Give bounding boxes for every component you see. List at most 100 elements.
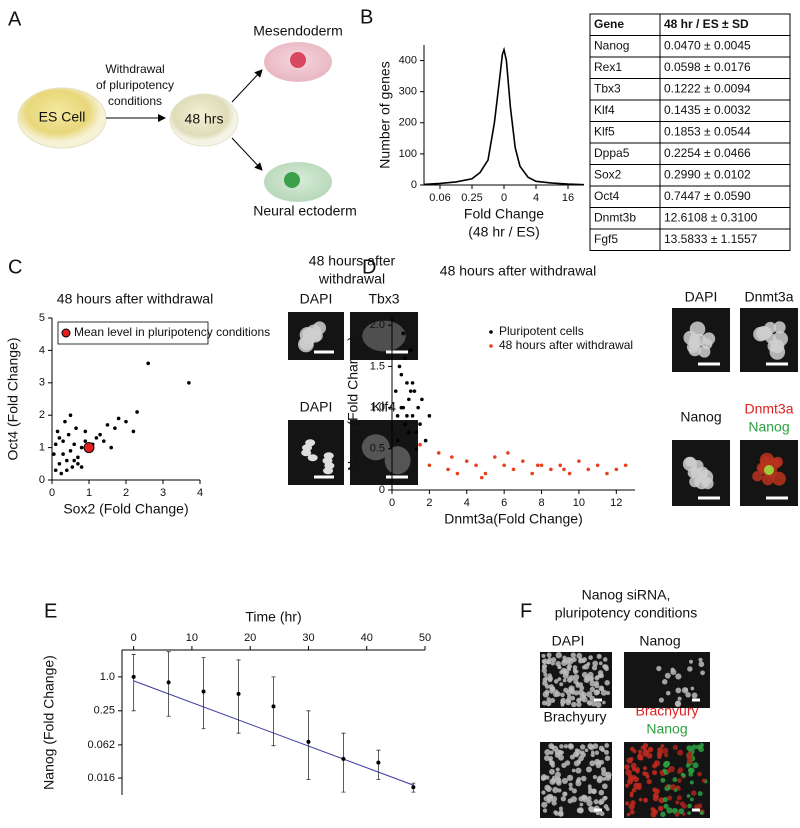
cell-dot: [676, 795, 682, 801]
image-label: Dnmt3a: [744, 289, 793, 305]
cell-dot: [550, 697, 556, 704]
cell-dot: [632, 775, 637, 780]
point: [65, 468, 69, 473]
point: [605, 471, 609, 476]
nucleus-blob: [302, 327, 316, 342]
cell-dot: [554, 811, 560, 816]
y-tick-label: 2.0: [370, 319, 385, 331]
error-bar: [131, 654, 136, 712]
cell-dot: [562, 678, 567, 683]
cell-dot: [595, 701, 602, 708]
nucleus-blob: [702, 332, 716, 346]
cell-dot: [541, 659, 547, 664]
cell-dot: [575, 778, 580, 784]
cell-dot: [601, 783, 608, 790]
point: [567, 471, 572, 476]
table-cell: Tbx3: [594, 81, 621, 95]
cell-dot: [700, 670, 705, 676]
cell-dot: [630, 800, 636, 806]
cell-dot: [632, 749, 637, 754]
point: [131, 429, 136, 434]
point: [66, 432, 71, 437]
image-title: pluripotency conditions: [555, 605, 697, 621]
point: [98, 432, 102, 437]
point: [405, 414, 409, 418]
cell-dot: [544, 749, 551, 756]
point: [59, 471, 64, 476]
table-cell: 0.1853 ± 0.0544: [664, 124, 751, 138]
point: [549, 467, 553, 472]
y-tick-label: 2: [39, 409, 45, 421]
cell-dot: [591, 665, 598, 671]
cell-dot: [642, 747, 648, 752]
x-tick-label: 0.25: [461, 192, 482, 204]
cell-dot: [578, 682, 584, 687]
point: [131, 674, 136, 679]
table-cell: Klf5: [594, 124, 615, 138]
cell-dot: [590, 700, 597, 707]
node-label: Mesendoderm: [253, 23, 343, 39]
cell-dot: [581, 665, 587, 670]
cell-dot: [560, 703, 565, 707]
cell-dot: [551, 657, 557, 663]
cell-dot: [551, 796, 558, 802]
node-label: Neural ectoderm: [253, 203, 357, 219]
cell-dot: [661, 679, 668, 685]
point: [506, 451, 510, 455]
point: [539, 463, 544, 468]
point: [416, 405, 420, 410]
cell-dot: [588, 655, 593, 660]
cell-dot: [546, 652, 552, 658]
image-title: 48 hours after: [309, 253, 396, 269]
point: [68, 449, 73, 453]
cell-dot: [691, 744, 697, 750]
image-label: Nanog: [680, 409, 721, 425]
cell-dot: [653, 760, 661, 767]
cell-dot: [547, 659, 552, 664]
x-tick-label: 10: [186, 632, 198, 644]
x-tick-label: 0.06: [429, 192, 450, 204]
cell-dot: [626, 757, 633, 764]
table-cell: 13.5833 ± 1.1557: [664, 232, 758, 246]
x-tick-label: 12: [610, 497, 622, 509]
cell-dot: [598, 661, 603, 666]
point: [436, 451, 441, 455]
panel-label: F: [520, 600, 532, 622]
cell-dot: [579, 802, 584, 807]
image-label: DAPI: [300, 399, 333, 415]
error-bar: [236, 659, 241, 734]
cell-dot: [595, 811, 601, 816]
point: [74, 426, 78, 430]
point: [271, 704, 276, 709]
cell-dot: [549, 778, 556, 785]
y-tick-label: 400: [399, 54, 417, 66]
point: [68, 413, 73, 418]
nucleus-blob: [772, 331, 788, 347]
cell-dot: [543, 755, 550, 762]
cell-dot: [697, 791, 703, 797]
nucleus-blob: [772, 456, 784, 468]
cell-dot: [590, 752, 595, 758]
error-bar: [341, 732, 346, 793]
cell-dot: [596, 653, 602, 659]
cell-dot: [560, 667, 567, 674]
x-tick-label: 2: [426, 497, 432, 509]
point: [562, 467, 566, 472]
cell-dot: [541, 653, 546, 658]
y-tick-label: 200: [399, 117, 417, 129]
table-cell: 0.0470 ± 0.0045: [664, 38, 751, 52]
y-axis-label: Nanog (Fold Change): [345, 336, 361, 471]
point: [577, 459, 581, 463]
point: [401, 331, 406, 336]
y-tick-label: 100: [399, 148, 417, 160]
legend-marker: [61, 328, 71, 338]
cell-dot: [691, 790, 697, 796]
cell-dot: [689, 797, 694, 802]
y-tick-label: 5: [39, 312, 45, 324]
cell-dot: [699, 810, 704, 815]
point: [446, 467, 450, 472]
y-tick-label: 0: [411, 179, 417, 191]
cell-dot: [657, 805, 664, 812]
table-cell: Oct4: [594, 189, 620, 203]
